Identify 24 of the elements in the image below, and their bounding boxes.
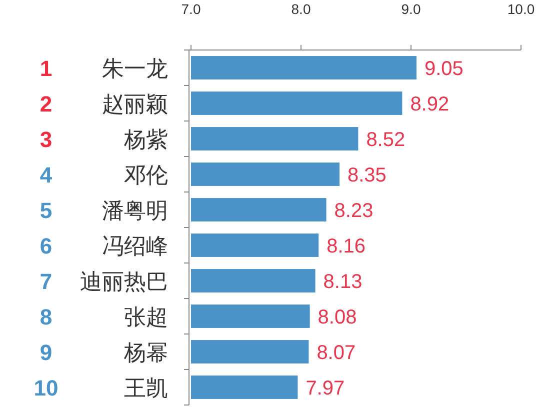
data-label: 8.07 — [316, 342, 356, 364]
data-label: 8.13 — [323, 270, 362, 293]
category-label: 2 赵丽颖 — [40, 91, 168, 116]
data-label: 7.97 — [306, 377, 345, 400]
category-label: 10 王凯 — [34, 375, 168, 400]
data-label: 8.92 — [410, 93, 450, 116]
category-label: 3 杨紫 — [40, 126, 168, 152]
x-tick-label: 9.0 — [401, 1, 421, 17]
x-tick-label: 10.0 — [507, 1, 535, 17]
category-label: 6 冯绍峰 — [40, 233, 168, 258]
data-label: 8.08 — [318, 306, 357, 328]
category-label: 8 张超 — [40, 304, 168, 330]
category-label: 1 朱一龙 — [40, 56, 168, 81]
x-tick-label: 7.0 — [181, 1, 201, 17]
data-label: 8.35 — [348, 164, 386, 186]
data-label: 8.23 — [334, 200, 374, 222]
category-label: 9 杨幂 — [40, 340, 168, 365]
data-label: 8.16 — [326, 235, 366, 258]
category-label: 4 邓伦 — [40, 162, 168, 188]
data-label: 8.52 — [366, 128, 406, 151]
category-label: 7 迪丽热巴 — [40, 268, 168, 294]
category-label: 5 潘粤明 — [40, 198, 168, 223]
data-label: 9.05 — [424, 58, 464, 80]
x-tick-label: 8.0 — [291, 1, 311, 17]
